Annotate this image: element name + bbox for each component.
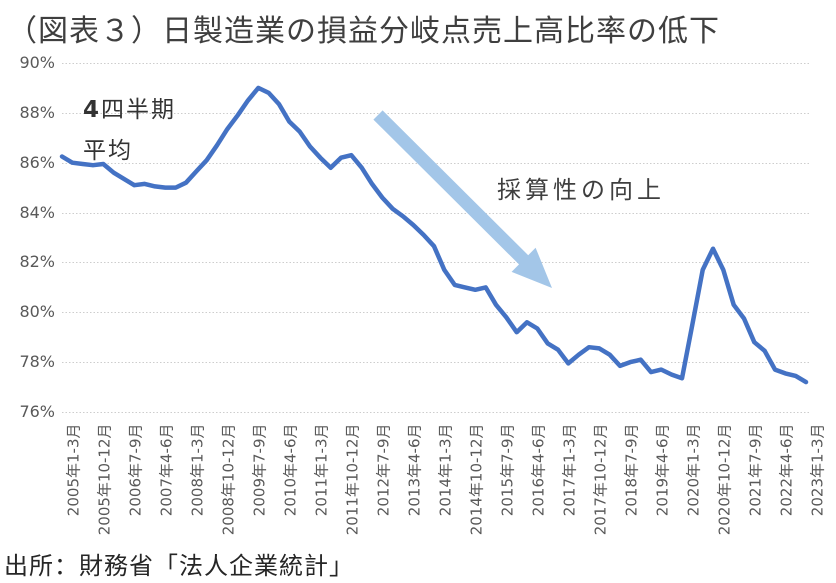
annotation-4q-average-line2: 平均 xyxy=(83,138,133,164)
gridline xyxy=(62,362,810,364)
gridline xyxy=(62,162,810,164)
y-tick-label: 80% xyxy=(19,302,55,322)
data-line xyxy=(59,85,809,385)
downward-trend-arrow xyxy=(373,110,552,289)
y-tick-label: 86% xyxy=(19,152,55,172)
y-tick-label: 76% xyxy=(19,402,55,421)
y-tick-label: 90% xyxy=(19,53,55,72)
gridline xyxy=(62,412,810,413)
annotation-4q-rest: 四半期 xyxy=(101,97,177,123)
gridline xyxy=(62,312,810,314)
y-tick-label: 78% xyxy=(19,352,55,372)
gridline xyxy=(62,212,810,214)
y-tick-label: 88% xyxy=(19,102,55,122)
y-tick-label: 82% xyxy=(19,252,55,272)
chart-title: （図表３）日製造業の損益分岐点売上高比率の低下 xyxy=(7,14,720,49)
gridline xyxy=(62,112,810,114)
source-note: 出所：財務省「法人企業統計」 xyxy=(4,552,354,580)
y-tick-label: 84% xyxy=(19,202,55,222)
annotation-4q-bold: 4 xyxy=(83,97,102,123)
annotation-4q-average-line1: 4四半期 xyxy=(83,90,176,124)
gridline xyxy=(62,63,810,64)
annotation-profitability-improvement: 採算性の向上 xyxy=(497,176,665,204)
gridline xyxy=(62,262,810,264)
